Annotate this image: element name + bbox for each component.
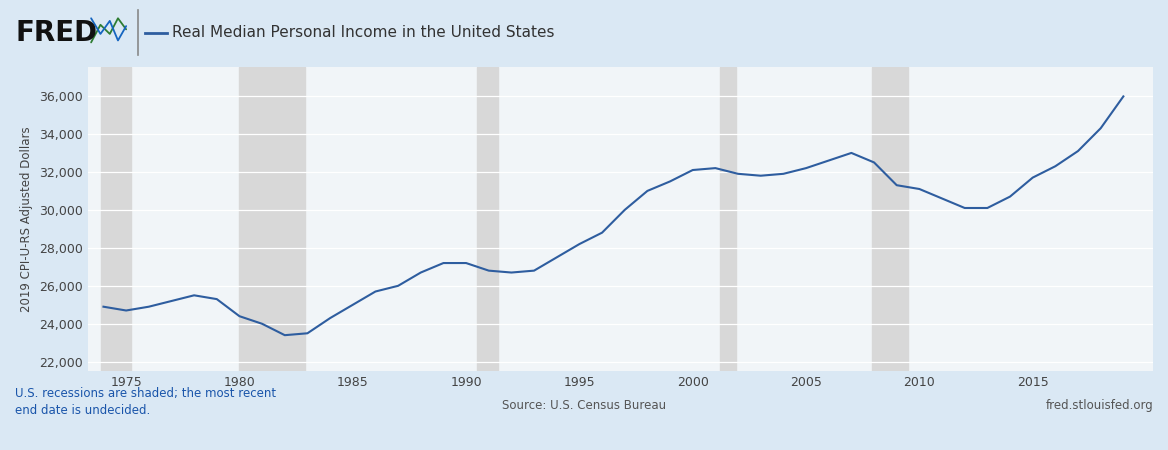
Bar: [478, 68, 498, 371]
Text: FRED: FRED: [15, 18, 97, 47]
Text: Real Median Personal Income in the United States: Real Median Personal Income in the Unite…: [172, 25, 554, 40]
Bar: [719, 68, 736, 371]
Text: Source: U.S. Census Bureau: Source: U.S. Census Bureau: [502, 399, 666, 412]
Bar: [239, 68, 305, 371]
Text: fred.stlouisfed.org: fred.stlouisfed.org: [1047, 399, 1154, 412]
Bar: [102, 68, 131, 371]
Text: U.S. recessions are shaded; the most recent
end date is undecided.: U.S. recessions are shaded; the most rec…: [15, 387, 277, 417]
Y-axis label: 2019 CPI-U-RS Adjusted Dollars: 2019 CPI-U-RS Adjusted Dollars: [20, 126, 34, 312]
Bar: [871, 68, 908, 371]
